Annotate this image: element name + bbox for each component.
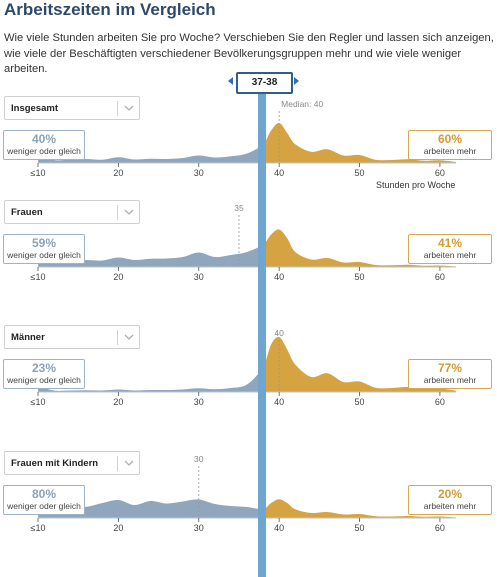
less-label: weniger oder gleich xyxy=(7,501,81,511)
x-tick-label: 40 xyxy=(274,168,284,178)
distribution-chart: Median: 40 ≤10 20 30 40 50 60 xyxy=(31,99,456,178)
x-tick-label: 30 xyxy=(194,523,204,533)
group-select-label: Männer xyxy=(11,332,45,343)
area-less-series xyxy=(38,368,262,392)
select-divider xyxy=(117,205,118,220)
group-select[interactable]: Frauen mit Kindern xyxy=(4,451,140,475)
chevron-down-icon[interactable] xyxy=(121,101,137,115)
more-box: 20% arbeiten mehr xyxy=(408,485,492,515)
area-more-series xyxy=(262,122,456,163)
group-panel: Männer 23% weniger oder gleich 77% arbei… xyxy=(0,325,497,435)
x-tick-label: 20 xyxy=(113,523,123,533)
median-label: Median: 40 xyxy=(281,99,323,109)
x-tick-label: 20 xyxy=(113,272,123,282)
distribution-chart: 35 ≤10 20 30 40 50 60 xyxy=(31,203,456,282)
x-tick-label: 60 xyxy=(435,523,445,533)
median-label: 30 xyxy=(194,454,204,464)
less-or-equal-box: 59% weniger oder gleich xyxy=(3,234,85,264)
more-percent: 77% xyxy=(437,361,463,375)
x-tick-label: ≤10 xyxy=(31,397,46,407)
more-percent: 41% xyxy=(437,236,463,250)
x-tick-label: 40 xyxy=(274,397,284,407)
x-tick-label: 30 xyxy=(194,168,204,178)
x-tick-label: 60 xyxy=(435,168,445,178)
area-more-series xyxy=(262,499,456,518)
chevron-down-icon[interactable] xyxy=(121,330,137,344)
less-label: weniger oder gleich xyxy=(7,146,81,156)
slider-left-arrow-icon[interactable] xyxy=(228,77,233,85)
group-select-label: Insgesamt xyxy=(11,103,58,114)
intro-text: Wie viele Stunden arbeiten Sie pro Woche… xyxy=(4,32,494,75)
less-label: weniger oder gleich xyxy=(7,250,81,260)
x-tick-label: 50 xyxy=(355,168,365,178)
more-label: arbeiten mehr xyxy=(423,250,477,260)
distribution-chart: 30 ≤10 20 30 40 50 60 xyxy=(31,454,456,533)
x-tick-label: 50 xyxy=(355,397,365,407)
group-select[interactable]: Männer xyxy=(4,325,140,349)
group-panel: Frauen 59% weniger oder gleich 41% arbei… xyxy=(0,200,497,310)
less-percent: 59% xyxy=(31,236,57,250)
x-tick-label: 20 xyxy=(113,397,123,407)
less-or-equal-box: 40% weniger oder gleich xyxy=(3,130,85,160)
x-tick-label: 50 xyxy=(355,272,365,282)
chevron-down-icon[interactable] xyxy=(121,205,137,219)
chevron-down-icon[interactable] xyxy=(121,456,137,470)
hours-slider-handle[interactable] xyxy=(258,94,266,577)
select-divider xyxy=(117,101,118,116)
less-percent: 23% xyxy=(31,361,57,375)
area-less-series xyxy=(38,499,262,518)
area-more-series xyxy=(262,229,456,267)
select-divider xyxy=(117,456,118,471)
group-select[interactable]: Insgesamt xyxy=(4,96,140,120)
group-select[interactable]: Frauen xyxy=(4,200,140,224)
page-title: Arbeitszeiten im Vergleich xyxy=(4,0,216,19)
x-tick-label: 40 xyxy=(274,272,284,282)
group-panel: Frauen mit Kindern 80% weniger oder glei… xyxy=(0,451,497,561)
x-axis-title: Stunden pro Woche xyxy=(376,180,456,190)
less-or-equal-box: 23% weniger oder gleich xyxy=(3,359,85,389)
less-percent: 80% xyxy=(31,487,57,501)
more-percent: 60% xyxy=(437,132,463,146)
x-tick-label: ≤10 xyxy=(31,523,46,533)
x-tick-label: ≤10 xyxy=(31,272,46,282)
less-or-equal-box: 80% weniger oder gleich xyxy=(3,485,85,515)
more-label: arbeiten mehr xyxy=(423,375,477,385)
x-tick-label: 20 xyxy=(113,168,123,178)
more-percent: 20% xyxy=(437,487,463,501)
x-tick-label: 50 xyxy=(355,523,365,533)
slider-value-label[interactable]: 37-38 xyxy=(236,72,293,94)
x-tick-label: 30 xyxy=(194,272,204,282)
more-box: 41% arbeiten mehr xyxy=(408,234,492,264)
group-select-label: Frauen mit Kindern xyxy=(11,458,99,469)
more-label: arbeiten mehr xyxy=(423,146,477,156)
group-select-label: Frauen xyxy=(11,207,43,218)
more-box: 77% arbeiten mehr xyxy=(408,359,492,389)
area-more-series xyxy=(262,336,456,392)
less-percent: 40% xyxy=(31,132,57,146)
group-panel: Insgesamt 40% weniger oder gleich 60% ar… xyxy=(0,96,497,206)
x-tick-label: 60 xyxy=(435,397,445,407)
area-less-series xyxy=(38,245,262,267)
median-label: 35 xyxy=(234,203,244,213)
distribution-chart: 40 ≤10 20 30 40 50 60 xyxy=(31,328,456,407)
x-tick-label: 60 xyxy=(435,272,445,282)
more-box: 60% arbeiten mehr xyxy=(408,130,492,160)
x-tick-label: 30 xyxy=(194,397,204,407)
median-label: 40 xyxy=(274,328,284,338)
less-label: weniger oder gleich xyxy=(7,375,81,385)
area-less-series xyxy=(38,145,262,163)
x-tick-label: 40 xyxy=(274,523,284,533)
more-label: arbeiten mehr xyxy=(423,501,477,511)
x-tick-label: ≤10 xyxy=(31,168,46,178)
slider-right-arrow-icon[interactable] xyxy=(294,77,299,85)
select-divider xyxy=(117,330,118,345)
